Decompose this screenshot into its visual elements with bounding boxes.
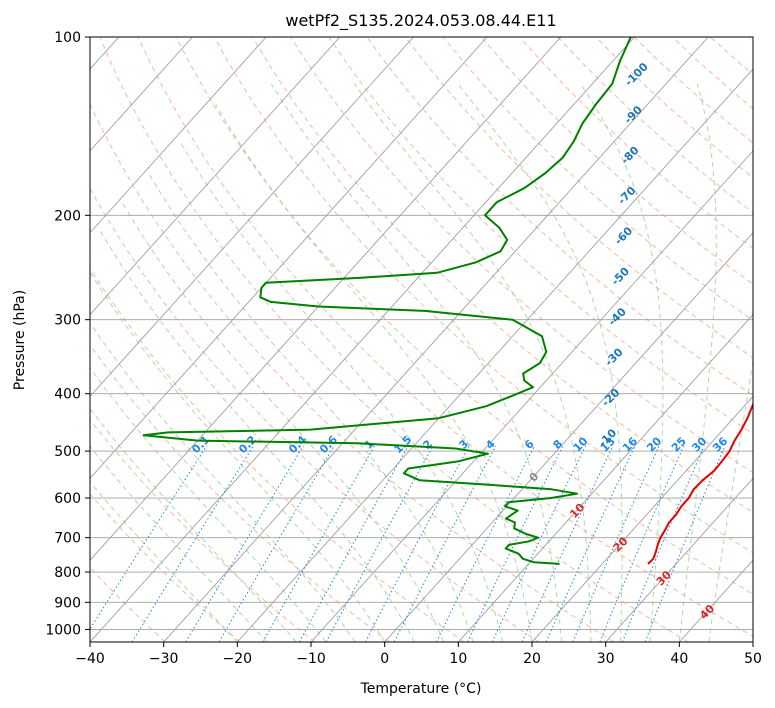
mixing-ratio-line [131,445,254,642]
y-tick-label: 300 [54,313,81,329]
y-tick-label: 400 [54,387,81,403]
mixing-ratio-line [599,445,685,642]
mixing-ratio-line [90,445,208,630]
y-tick-label: 600 [54,491,81,507]
x-tick-label: 20 [523,651,541,667]
x-tick-label: −40 [75,651,105,667]
isotherm-line [90,37,635,642]
dry-adiabat-line [481,37,753,285]
mixing-ratio-line [185,445,304,642]
y-tick-label: 1000 [45,622,81,638]
x-axis-label: Temperature (°C) [360,681,482,697]
x-tick-label: 30 [597,651,615,667]
chart-title: wetPf2_S135.2024.053.08.44.E11 [285,11,556,31]
moist-adiabat-line [148,173,474,642]
y-axis-ticks: 100 200 300 400 500 600 700 800 900 1000 [45,30,90,638]
isotherm-line [310,150,753,642]
moist-adiabat-line [90,481,238,642]
mixing-ratio-line [435,445,535,642]
dry-adiabat-line [251,37,753,513]
isotherm-line [163,37,709,642]
y-tick-label: 700 [54,531,81,547]
dry-adiabat-line [90,103,614,642]
isotherm-line [531,395,753,642]
sounding-profiles [142,37,753,565]
mixing-ratio-line [218,445,335,642]
dry-adiabat-line [90,187,540,642]
mixing-ratio-line [572,445,660,642]
temperature-profile-line [647,401,753,565]
y-tick-label: 800 [54,565,81,581]
moist-adiabat-line [97,227,415,642]
moist-adiabat-line [121,201,445,642]
x-tick-label: 40 [670,651,688,667]
isotherm-line [90,37,193,152]
isotherm-line [90,37,267,234]
mixing-ratio-line [467,445,564,642]
moist-adiabat-line [580,83,664,642]
y-tick-label: 100 [54,30,81,46]
moist-adiabat-line [90,445,268,642]
isotherm-line [90,37,562,561]
x-tick-label: 10 [449,651,467,667]
reference-lines [90,37,753,642]
dry-adiabat-line [90,418,316,642]
x-tick-label: 50 [744,651,762,667]
x-tick-label: −20 [223,651,253,667]
dry-adiabat-line [99,37,689,642]
dry-adiabat-line [213,37,753,554]
mixing-ratio-line [325,445,434,642]
isotherm-line [90,37,414,398]
y-tick-label: 900 [54,595,81,611]
isotherm-line [384,232,753,642]
dewpoint-profile-line [142,37,632,565]
dry-adiabat-line [137,37,753,637]
x-tick-label: −10 [296,651,326,667]
y-tick-label: 200 [54,208,81,224]
dry-adiabat-line [90,493,241,642]
x-axis-ticks: −40 −30 −20 −10 0 10 20 30 40 50 [75,642,762,667]
moist-adiabat-line [90,271,386,642]
x-tick-label: 0 [380,651,389,667]
y-axis-label: Pressure (hPa) [12,290,28,390]
moist-adiabat-line [90,407,297,642]
mixing-ratio-line [491,445,587,642]
x-tick-label: −30 [149,651,179,667]
isotherm-line [605,477,753,642]
mixing-ratio-line [393,445,497,642]
dry-adiabat-line [90,267,465,642]
isotherm-line [236,68,753,642]
dry-adiabat-line [90,344,390,642]
moist-adiabat-line [215,104,533,642]
isotherm-line [457,313,753,642]
mixing-ratio-line [298,445,409,642]
dry-adiabat-line [366,37,753,396]
isotherm-line [90,37,341,316]
moist-adiabat-line [678,83,717,642]
plot-frame [89,36,754,643]
y-tick-label: 500 [54,444,81,460]
isotherm-line [90,37,488,479]
